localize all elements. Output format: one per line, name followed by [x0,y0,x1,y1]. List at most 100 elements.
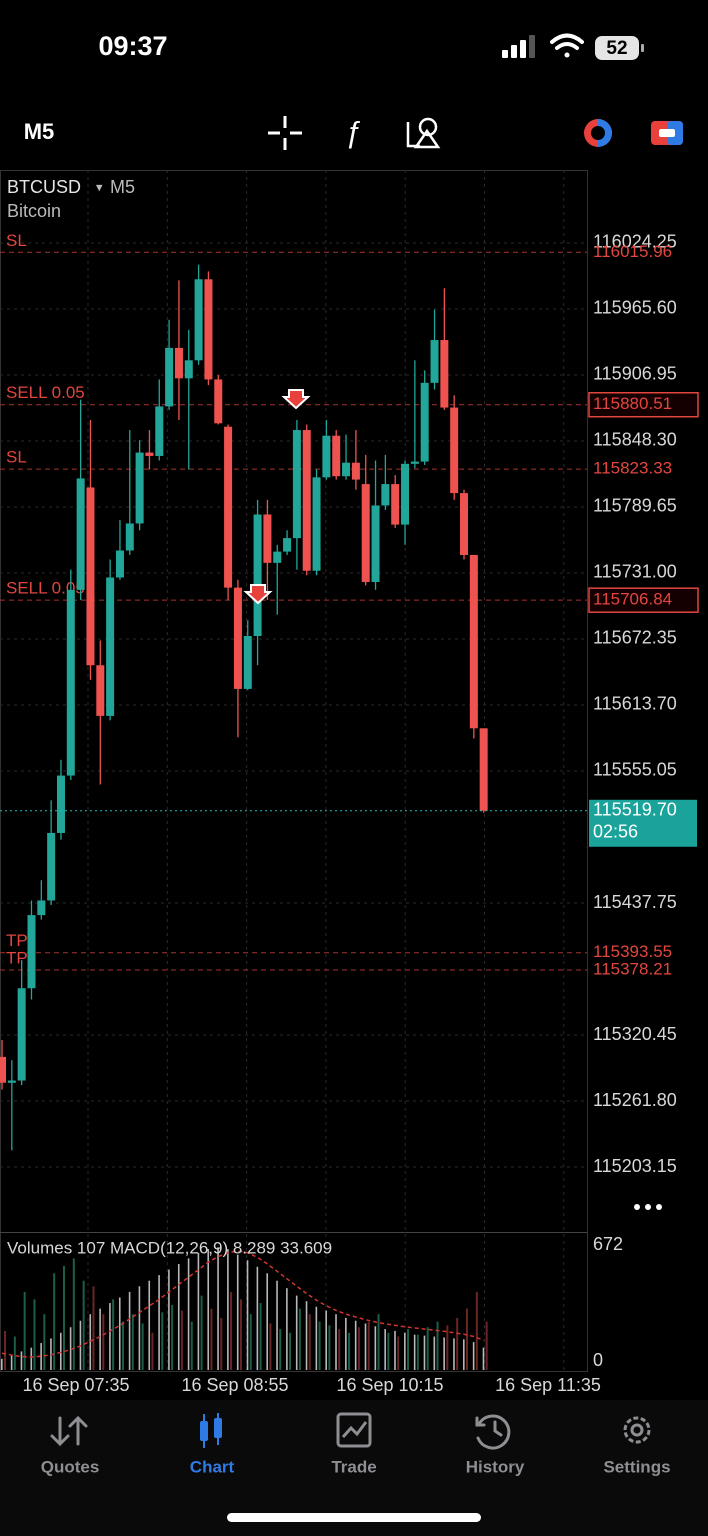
more-button[interactable] [634,1204,662,1210]
macd-bar [59,1332,62,1370]
quotes-icon [50,1415,88,1447]
macd-bar [187,1258,190,1370]
price-tick-label: 115261.80 [593,1090,677,1110]
volume-bar [72,1258,75,1370]
account-button[interactable] [584,119,612,147]
macd-bar [197,1252,200,1370]
macd-bar [394,1330,396,1370]
volume-bar [161,1312,164,1370]
volume-bar [485,1321,488,1370]
macd-bar [1,1358,3,1370]
macd-bar [177,1263,180,1370]
volume-bar [220,1317,223,1370]
candle-body [145,452,154,456]
battery-level: 52 [606,38,627,59]
candle-body [214,379,223,424]
price-tick-label: 115320.45 [593,1024,677,1044]
candle-body [47,832,56,901]
macd-bar [463,1339,465,1370]
macd-bar [69,1327,72,1370]
battery-icon [595,36,639,60]
price-tick-label: 115437.75 [593,892,677,912]
macd-bar [315,1306,318,1370]
macd-bar [364,1323,367,1370]
tab-label[interactable]: Trade [331,1457,376,1476]
candle-body [37,900,46,916]
volume-bar [92,1286,95,1370]
candle-body [194,279,203,361]
volume-bar [279,1329,282,1370]
volume-bar [466,1308,469,1370]
candle-body [283,538,292,552]
volume-bar [397,1336,400,1370]
price-tick-label: 115672.35 [593,628,677,648]
order-price-label: 115880.51 [593,394,672,413]
volume-bar [121,1321,124,1370]
candle-body [155,406,164,456]
candle-body [224,426,233,588]
volume-bar [338,1329,341,1370]
indicators-button[interactable]: ƒ [345,116,362,149]
macd-bar [335,1314,337,1370]
candle-body [135,452,144,524]
tab-label[interactable]: Quotes [41,1457,100,1476]
settings-icon [623,1416,651,1444]
volume-bar [456,1317,459,1370]
macd-bar [423,1335,426,1370]
macd-bar [207,1249,210,1370]
time-axis: 16 Sep 07:35 16 Sep 08:55 16 Sep 10:15 16 S… [22,1375,600,1395]
trade-button[interactable] [651,121,683,145]
candle-body [351,462,360,480]
candle-body [204,279,213,380]
candle-body [184,360,193,379]
tab-label[interactable]: Settings [603,1457,670,1476]
candle-body [106,577,115,716]
volume-bar [426,1327,429,1370]
candle-body [86,487,95,666]
order-level-label: TP [6,948,28,967]
macd-bar [472,1342,475,1370]
volume-bar [112,1299,115,1370]
battery-cap [641,44,644,52]
price-tick-label: 115203.15 [593,1156,677,1176]
order-price-box [588,391,699,418]
macd-bar [295,1295,298,1370]
symbol[interactable]: BTCUSD [7,177,81,197]
symbol-description: Bitcoin [7,201,61,221]
volume-bar [43,1314,46,1370]
macd-bar [227,1249,229,1370]
volume-bar [348,1332,351,1370]
macd-bar [305,1301,308,1370]
candle-body [0,1056,6,1083]
indicator-tick-label: 0 [593,1350,603,1370]
price-tick-label: 116024.25 [593,232,677,252]
candle-body [17,988,26,1081]
objects-button[interactable] [406,117,441,149]
tab-label[interactable]: Chart [190,1457,235,1476]
symbol-dropdown[interactable]: ▾ [96,179,103,194]
crosshair-button[interactable] [268,116,302,150]
countdown: 02:56 [593,822,638,842]
macd-bar [413,1334,416,1370]
macd-bar [266,1273,269,1370]
macd-bar [99,1308,101,1370]
volume-bar [367,1321,370,1370]
signal-icon [502,35,535,58]
timeframe-button[interactable]: M5 [24,119,55,144]
volume-bar [82,1280,85,1370]
current-price-label: 115519.70 [593,800,677,820]
order-price-label: 115393.55 [593,942,672,961]
volume-bar [230,1291,233,1370]
history-icon [475,1414,511,1450]
macd-bar [118,1297,121,1370]
order-price-label: 115378.21 [593,959,672,978]
volume-bar [416,1334,419,1370]
volume-bar [475,1291,478,1370]
candle-body [125,523,134,551]
tab-label[interactable]: History [466,1457,525,1476]
candle-body [430,340,439,383]
macd-bar [158,1275,160,1370]
macd-bar [168,1269,170,1370]
